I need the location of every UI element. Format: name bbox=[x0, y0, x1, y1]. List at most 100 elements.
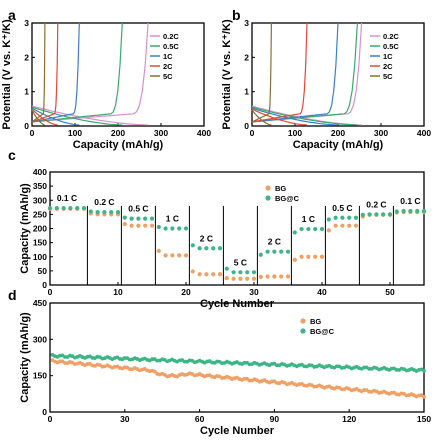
data-point bbox=[47, 206, 53, 211]
x-axis-label: Cycle Number bbox=[200, 298, 275, 310]
data-point bbox=[143, 216, 148, 221]
x-axis-label: Capacity (mAh/g) bbox=[73, 139, 164, 151]
data-point bbox=[258, 274, 263, 279]
rate-label: 0.5 C bbox=[128, 204, 148, 214]
y-tick-label: 150 bbox=[33, 371, 47, 381]
legend-label: 0.5C bbox=[163, 42, 179, 51]
rate-label: 2 C bbox=[200, 233, 213, 243]
data-point bbox=[367, 212, 372, 217]
discharge-curve-2C bbox=[251, 108, 308, 126]
rate-label: 0.5 C bbox=[332, 203, 352, 213]
data-point bbox=[136, 216, 141, 221]
discharge-curve-0.5C bbox=[31, 106, 123, 126]
data-point bbox=[224, 266, 229, 271]
x-tick-label: 400 bbox=[197, 128, 211, 138]
data-point bbox=[177, 226, 182, 231]
x-tick-label: 0 bbox=[48, 414, 53, 424]
data-point bbox=[170, 253, 175, 258]
x-tick-label: 300 bbox=[154, 128, 168, 138]
y-tick-label: 100 bbox=[33, 252, 47, 262]
data-point bbox=[285, 249, 291, 254]
legend-label: 0.2C bbox=[163, 32, 179, 41]
data-point bbox=[326, 228, 331, 233]
x-tick-label: 300 bbox=[374, 128, 388, 138]
y-tick-label: 3 bbox=[24, 18, 29, 28]
data-point bbox=[326, 217, 331, 222]
y-tick-label: 2 bbox=[244, 52, 249, 62]
legend-label: 0.2C bbox=[383, 32, 399, 41]
data-point bbox=[306, 254, 311, 259]
data-point bbox=[149, 216, 155, 221]
data-point bbox=[292, 230, 297, 235]
data-point bbox=[238, 276, 243, 281]
panel-c: 0 10 20 30 40 50 0 50 100 150 200 250 300 350 400 Cycle… bbox=[8, 147, 427, 310]
y-tick-label: 0 bbox=[24, 121, 29, 131]
x-tick-label: 50 bbox=[385, 287, 395, 297]
x-tick-label: 120 bbox=[342, 414, 356, 424]
data-point bbox=[319, 254, 325, 259]
x-axis-label: Cycle Number bbox=[200, 425, 275, 437]
x-tick-label: 100 bbox=[68, 128, 82, 138]
data-point bbox=[340, 215, 345, 220]
data-point bbox=[292, 257, 297, 262]
discharge-curve-5C bbox=[31, 109, 46, 126]
x-tick-label: 200 bbox=[111, 128, 125, 138]
data-point bbox=[381, 212, 386, 217]
x-axis-label: Capacity (mAh/g) bbox=[293, 139, 384, 151]
data-point bbox=[231, 270, 236, 275]
data-point bbox=[152, 369, 157, 374]
data-point bbox=[422, 368, 426, 373]
x-tick-label: 30 bbox=[120, 414, 130, 424]
data-point bbox=[88, 209, 93, 214]
data-point bbox=[204, 272, 209, 277]
data-point bbox=[415, 208, 420, 214]
rate-label: 0.1 C bbox=[57, 193, 77, 203]
rate-label: 1 C bbox=[166, 214, 179, 224]
data-point bbox=[299, 254, 304, 259]
y-tick-label: 1 bbox=[244, 87, 249, 97]
data-point bbox=[394, 209, 399, 214]
data-point bbox=[217, 246, 223, 251]
legend-label: 2C bbox=[383, 62, 393, 71]
data-point bbox=[408, 208, 413, 214]
panel-b: 0 100 200 300 400 0 1 2 3 Capacity (mAh/g) Potenti… bbox=[221, 7, 431, 151]
data-point bbox=[279, 274, 284, 279]
charge-curve-1C bbox=[251, 22, 339, 123]
y-tick-label: 0 bbox=[42, 407, 47, 417]
data-point bbox=[319, 226, 325, 232]
plot-frame bbox=[49, 302, 425, 413]
y-tick-label: 450 bbox=[33, 298, 47, 308]
charge-curve-0.5C bbox=[31, 22, 123, 123]
data-point bbox=[190, 243, 195, 248]
data-point bbox=[285, 274, 291, 279]
data-point bbox=[190, 269, 195, 274]
plot-frame bbox=[49, 171, 425, 286]
data-point bbox=[211, 246, 216, 251]
x-tick-label: 10 bbox=[113, 287, 123, 297]
data-point bbox=[231, 276, 236, 281]
y-tick-label: 400 bbox=[33, 167, 47, 177]
panel-a: 0 100 200 300 400 0 1 2 3 Capacity (mAh/g) Potenti… bbox=[1, 7, 211, 151]
y-tick-label: 350 bbox=[33, 181, 47, 191]
legend-marker bbox=[265, 185, 271, 191]
discharge-curve-1C bbox=[251, 107, 339, 126]
charge-curve-2C bbox=[251, 22, 308, 123]
legend-marker bbox=[300, 318, 306, 324]
y-axis-label: Potential (V vs. K⁺/K) bbox=[221, 19, 233, 130]
legend-label: 5C bbox=[163, 72, 173, 81]
x-tick-label: 0 bbox=[250, 128, 255, 138]
legend-label: BG@C bbox=[275, 194, 300, 203]
panel-letter: b bbox=[232, 7, 241, 23]
data-point bbox=[68, 206, 73, 211]
data-point bbox=[170, 226, 175, 231]
data-point bbox=[251, 276, 257, 281]
y-tick-label: 3 bbox=[244, 18, 249, 28]
x-tick-label: 40 bbox=[317, 287, 327, 297]
x-tick-label: 30 bbox=[249, 287, 259, 297]
legend-label: BG bbox=[275, 184, 286, 193]
y-tick-label: 0 bbox=[42, 280, 47, 290]
panel-letter: a bbox=[8, 7, 16, 23]
data-point bbox=[156, 248, 161, 253]
data-point bbox=[102, 210, 107, 215]
y-tick-label: 1 bbox=[24, 87, 29, 97]
